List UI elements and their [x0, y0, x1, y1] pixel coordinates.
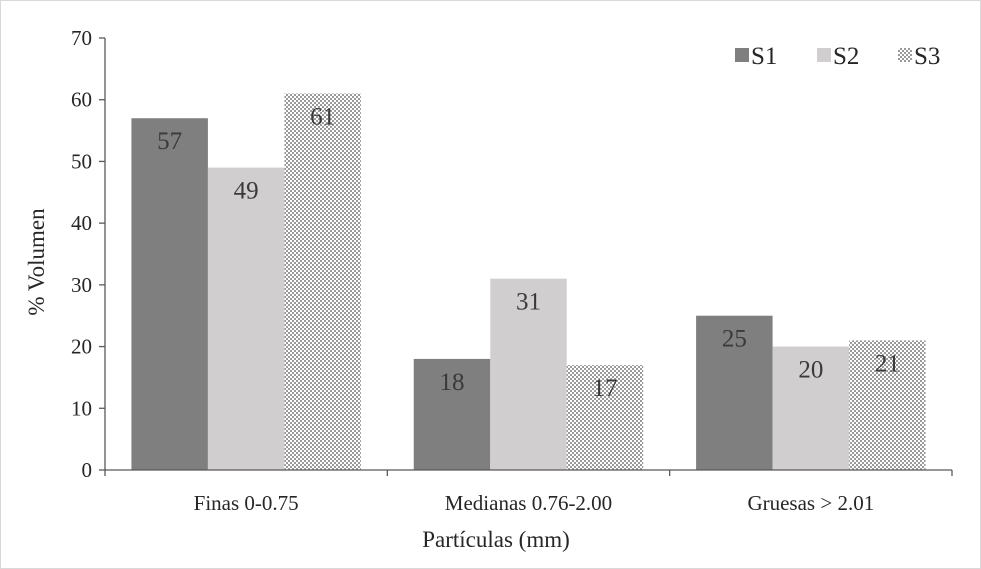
y-tick-label: 30	[71, 273, 92, 297]
data-label-s3: 21	[875, 350, 900, 377]
y-tick-label: 60	[71, 88, 92, 112]
y-axis: 0 10 20 30 40 50 60 70	[71, 26, 106, 482]
bar-s3	[566, 365, 644, 470]
bar-s1	[413, 358, 491, 470]
y-tick-label: 20	[71, 335, 92, 359]
bar-s1	[131, 118, 208, 470]
data-label-s1: 57	[157, 128, 182, 155]
y-tick-label: 0	[82, 458, 93, 482]
x-category-label: Gruesas > 2.01	[747, 491, 874, 515]
legend-swatch-s3	[898, 48, 912, 62]
y-tick-label: 50	[71, 149, 92, 173]
data-label-s3: 61	[310, 104, 335, 131]
data-label-s2: 31	[516, 289, 541, 316]
x-category-label: Finas 0-0.75	[194, 491, 299, 515]
data-label-s2: 49	[234, 178, 259, 205]
data-label-s2: 20	[798, 357, 823, 384]
y-tick-label: 10	[71, 396, 92, 420]
data-labels-group: 57 49 61 18 31 17 25 20 21	[157, 104, 900, 403]
legend-swatch-s2	[817, 48, 831, 62]
legend: S1 S2 S3	[735, 43, 940, 70]
legend-label-s3: S3	[914, 43, 940, 70]
y-axis-title: % Volumen	[24, 208, 49, 316]
bar-s2	[490, 278, 567, 470]
y-tick-label: 40	[71, 211, 92, 235]
legend-swatch-s1	[735, 48, 749, 62]
bar-s3	[284, 93, 361, 471]
bars-group	[131, 93, 926, 471]
y-tick-label: 70	[71, 26, 92, 50]
bar-s3	[849, 340, 926, 470]
bar-s1	[696, 315, 773, 470]
data-label-s1: 25	[722, 326, 747, 353]
x-category-label: Medianas 0.76-2.00	[445, 491, 612, 515]
x-axis: Finas 0-0.75 Medianas 0.76-2.00 Gruesas > …	[104, 469, 953, 515]
x-axis-title: Partículas (mm)	[422, 527, 570, 552]
bar-s2	[207, 167, 285, 470]
legend-label-s2: S2	[833, 43, 859, 70]
legend-label-s1: S1	[751, 43, 777, 70]
bar-s2	[772, 346, 850, 470]
data-label-s3: 17	[593, 375, 618, 402]
data-label-s1: 18	[440, 369, 465, 396]
